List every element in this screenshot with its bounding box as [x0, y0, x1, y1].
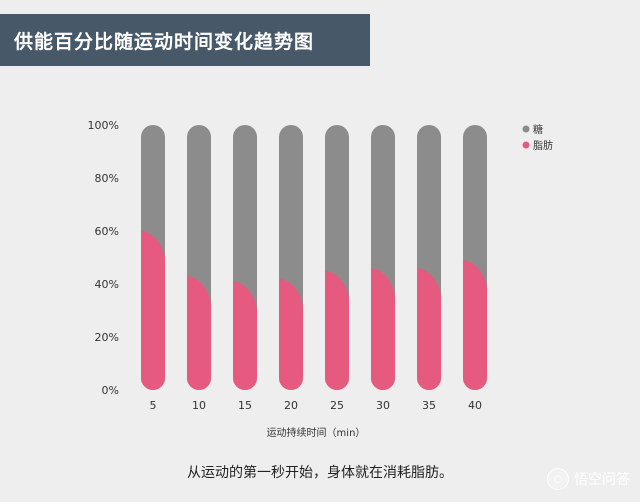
bar-fat: [417, 268, 441, 390]
bar-fat: [325, 270, 349, 390]
legend-marker: [522, 125, 530, 133]
bar-fat: [187, 276, 211, 390]
y-tick-label: 60%: [95, 225, 119, 238]
y-tick-label: 100%: [88, 119, 119, 132]
bar-fat: [371, 268, 395, 390]
x-tick-label: 30: [376, 399, 390, 412]
legend-marker: [522, 141, 530, 149]
y-tick-label: 80%: [95, 172, 119, 185]
page-title: 供能百分比随运动时间变化趋势图: [14, 30, 315, 53]
y-tick-label: 0%: [102, 384, 119, 397]
y-tick-label: 20%: [95, 331, 119, 344]
x-tick-label: 20: [284, 399, 298, 412]
title-banner: 供能百分比随运动时间变化趋势图: [0, 14, 370, 66]
bar-fat: [233, 281, 257, 390]
y-tick-label: 40%: [95, 278, 119, 291]
bar-fat: [141, 231, 165, 390]
x-tick-label: 10: [192, 399, 206, 412]
bar-fat: [463, 260, 487, 390]
caption: 从运动的第一秒开始，身体就在消耗脂肪。: [187, 465, 453, 481]
x-tick-label: 5: [150, 399, 157, 412]
legend-label: 脂肪: [533, 139, 553, 152]
bar-fat: [279, 278, 303, 390]
x-tick-label: 35: [422, 399, 436, 412]
legend-label: 糖: [533, 123, 543, 136]
chat-bubble-icon: ○: [547, 468, 569, 490]
x-tick-label: 40: [468, 399, 482, 412]
x-axis-label: 运动持续时间（min）: [267, 426, 366, 439]
watermark: ○ 悟空问答: [547, 468, 630, 490]
watermark-text: 悟空问答: [574, 472, 630, 488]
x-tick-label: 15: [238, 399, 252, 412]
x-tick-label: 25: [330, 399, 344, 412]
